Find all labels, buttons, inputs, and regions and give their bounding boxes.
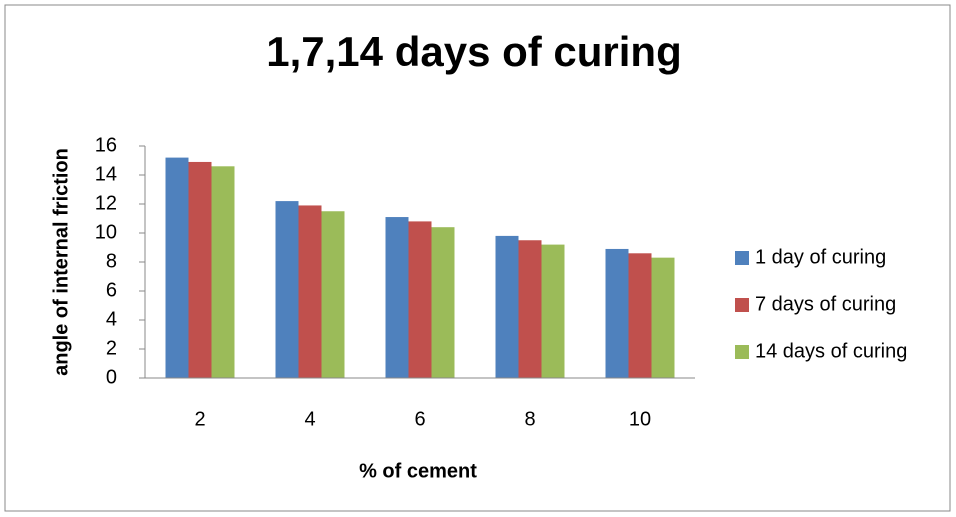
legend-swatch <box>735 251 749 265</box>
bar <box>495 235 519 378</box>
x-tick-label: 10 <box>629 408 651 430</box>
y-tick-label: 8 <box>106 250 117 272</box>
legend-label: 14 days of curing <box>755 340 907 362</box>
legend-label: 1 day of curing <box>755 246 886 268</box>
x-tick-label: 8 <box>524 408 535 430</box>
bar <box>431 227 455 378</box>
bar <box>541 244 565 378</box>
chart-title: 1,7,14 days of curing <box>266 28 682 75</box>
y-tick-label: 2 <box>106 337 117 359</box>
bar <box>605 248 629 378</box>
y-tick-label: 10 <box>95 221 117 243</box>
y-axis-label: angle of internal friction <box>50 148 72 376</box>
bar <box>385 217 409 378</box>
legend-label: 7 days of curing <box>755 293 896 315</box>
legend-swatch <box>735 298 749 312</box>
y-tick-label: 16 <box>95 134 117 156</box>
y-tick-label: 0 <box>106 366 117 388</box>
bar <box>651 257 675 378</box>
y-tick-label: 6 <box>106 279 117 301</box>
bar <box>628 253 652 378</box>
bar <box>211 166 235 378</box>
y-tick-label: 12 <box>95 192 117 214</box>
bar <box>408 221 432 378</box>
x-tick-label: 6 <box>414 408 425 430</box>
bar <box>321 211 345 378</box>
y-tick-label: 14 <box>95 163 117 185</box>
bar <box>518 240 542 378</box>
bar <box>275 201 299 378</box>
x-axis-label: % of cement <box>359 460 477 482</box>
legend-swatch <box>735 345 749 359</box>
bar <box>298 205 322 378</box>
x-tick-label: 4 <box>304 408 315 430</box>
chart-border <box>4 4 951 512</box>
bar <box>188 161 212 378</box>
x-tick-label: 2 <box>194 408 205 430</box>
y-tick-label: 4 <box>106 308 117 330</box>
bar <box>165 157 189 378</box>
